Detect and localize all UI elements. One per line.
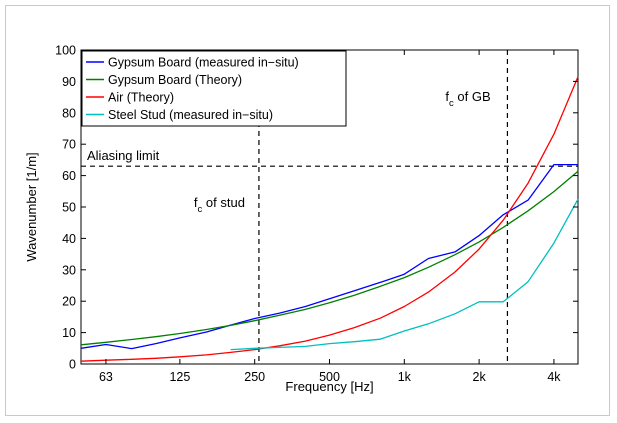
figure-frame	[5, 5, 610, 416]
y-tick-label: 10	[62, 326, 76, 340]
x-tick-label: 2k	[473, 370, 487, 384]
legend: Gypsum Board (measured in−situ) Gypsum Bo…	[81, 50, 347, 127]
legend-entry: Gypsum Board (measured in−situ)	[108, 56, 299, 70]
aliasing-limit-label: Aliasing limit	[87, 148, 160, 163]
x-tick-label: 1k	[398, 370, 412, 384]
series-lines	[80, 76, 579, 362]
fc-gb-label: fc of GB	[445, 89, 490, 109]
x-tick-label: 250	[244, 370, 265, 384]
y-tick-label: 40	[62, 232, 76, 246]
fc-stud-label: fc of stud	[194, 195, 245, 215]
y-tick-label: 50	[62, 201, 76, 215]
x-axis-label: Frequency [Hz]	[285, 379, 373, 394]
reference-lines: Aliasing limit fc of stud fc of GB	[81, 50, 578, 364]
series-line-3	[230, 198, 579, 351]
y-tick-label: 90	[62, 75, 76, 89]
legend-entry: Gypsum Board (Theory)	[108, 73, 242, 87]
x-tick-label: 4k	[547, 370, 561, 384]
y-tick-label: 60	[62, 169, 76, 183]
series-line-2	[80, 76, 579, 362]
y-axis-label: Wavenumber [1/m]	[24, 152, 39, 261]
y-tick-label: 20	[62, 295, 76, 309]
x-tick-label: 63	[99, 370, 113, 384]
legend-entry: Steel Stud (measured in−situ)	[108, 108, 273, 122]
y-tick-label: 30	[62, 263, 76, 277]
y-tick-label: 100	[55, 44, 76, 58]
x-tick-label: 125	[169, 370, 190, 384]
legend-box	[81, 50, 347, 127]
series-line-0	[80, 163, 578, 350]
axes: 0 10 20 30 40 50 60 70 80 90 100 63 125 250 500 1k 2k 4k	[55, 44, 578, 384]
legend-entry: Air (Theory)	[108, 91, 174, 105]
x-tick-label: 500	[319, 370, 340, 384]
y-tick-label: 0	[69, 358, 76, 372]
series-line-1	[80, 170, 579, 346]
y-tick-label: 70	[62, 138, 76, 152]
y-tick-label: 80	[62, 106, 76, 120]
